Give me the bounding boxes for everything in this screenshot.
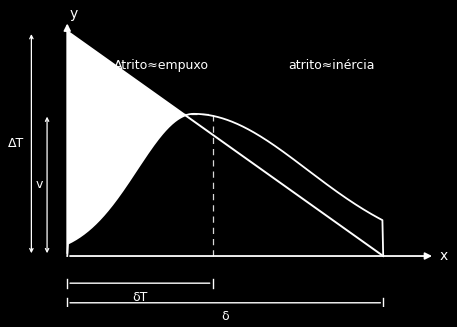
Text: x: x — [439, 249, 448, 263]
Text: δ: δ — [221, 310, 229, 323]
Text: ΔT: ΔT — [8, 137, 25, 150]
Polygon shape — [67, 31, 185, 256]
Text: II: II — [313, 190, 324, 205]
Text: v: v — [35, 179, 43, 191]
Text: y: y — [69, 7, 78, 21]
Text: I: I — [165, 190, 171, 205]
Text: Atrito≈empuxo: Atrito≈empuxo — [114, 60, 209, 72]
Text: atrito≈inércia: atrito≈inércia — [288, 60, 375, 72]
Text: δT: δT — [132, 291, 148, 304]
